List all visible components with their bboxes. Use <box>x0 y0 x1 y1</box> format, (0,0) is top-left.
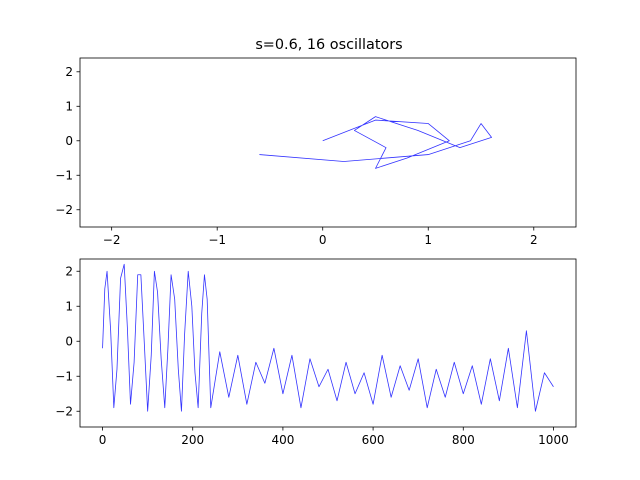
bottom-y-tick-label: −2 <box>55 405 73 419</box>
bottom-plot-frame <box>79 258 577 428</box>
bottom-plot-lines <box>102 263 554 412</box>
bottom-plot: 0 200 400 600 800 1000 −2 −1 0 1 2 <box>55 258 577 447</box>
bottom-x-tick-label: 200 <box>181 433 204 447</box>
bottom-x-tick-label: 800 <box>452 433 475 447</box>
top-x-tick-label: −2 <box>103 233 121 247</box>
top-y-axis: −2 −1 0 1 2 <box>55 65 80 217</box>
top-x-axis: −2 −1 0 1 2 <box>103 227 538 247</box>
top-x-tick-label: −1 <box>208 233 226 247</box>
bottom-series-line <box>102 263 554 412</box>
bottom-x-tick-label: 600 <box>362 433 385 447</box>
top-x-tick-label: 0 <box>319 233 327 247</box>
top-plot: s=0.6, 16 oscillators −2 −1 0 1 2 −2 −1 0 1 2 <box>55 37 577 247</box>
top-plot-lines <box>259 116 492 169</box>
bottom-y-tick-label: 1 <box>65 300 73 314</box>
top-plot-frame <box>79 57 577 228</box>
top-y-tick-label: 0 <box>65 134 73 148</box>
bottom-y-tick-label: 0 <box>65 335 73 349</box>
top-x-tick-label: 2 <box>530 233 538 247</box>
top-plot-title: s=0.6, 16 oscillators <box>255 37 402 53</box>
bottom-x-tick-label: 1000 <box>538 433 569 447</box>
bottom-x-axis: 0 200 400 600 800 1000 <box>99 427 569 447</box>
bottom-y-tick-label: 2 <box>65 265 73 279</box>
top-x-tick-label: 1 <box>424 233 432 247</box>
bottom-y-axis: −2 −1 0 1 2 <box>55 265 80 419</box>
top-y-tick-label: 2 <box>65 65 73 79</box>
bottom-x-tick-label: 400 <box>271 433 294 447</box>
top-y-tick-label: 1 <box>65 100 73 114</box>
bottom-y-tick-label: −1 <box>55 370 73 384</box>
bottom-x-tick-label: 0 <box>99 433 107 447</box>
top-y-tick-label: −2 <box>55 203 73 217</box>
top-series-line <box>259 116 492 169</box>
top-y-tick-label: −1 <box>55 169 73 183</box>
